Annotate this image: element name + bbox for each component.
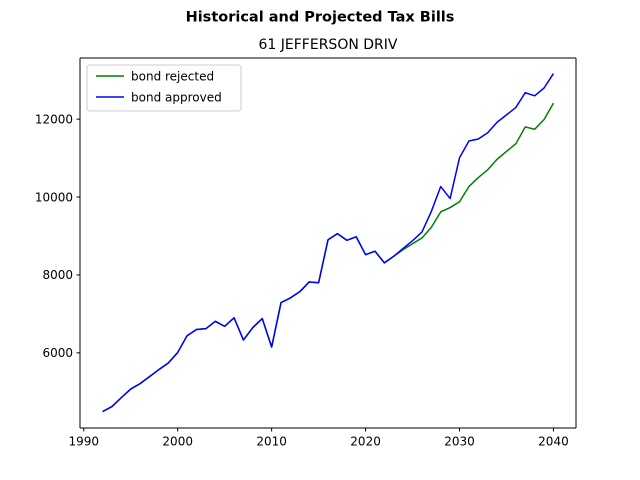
x-tick-label: 2040 [538, 435, 569, 449]
x-axis-ticks: 1990 2000 2010 2020 2030 2040 [68, 428, 569, 449]
legend-label-bond-approved: bond approved [131, 91, 222, 105]
x-tick-label: 2010 [256, 435, 287, 449]
y-tick-label: 10000 [35, 190, 73, 204]
x-tick-label: 2020 [350, 435, 381, 449]
series-layer [102, 73, 555, 413]
legend-label-bond-rejected: bond rejected [131, 70, 214, 84]
x-tick-label: 2000 [162, 435, 193, 449]
series-line-bond-approved [102, 73, 555, 413]
legend: bond rejected bond approved [86, 64, 242, 112]
x-tick-label: 1990 [68, 435, 99, 449]
y-axis-ticks: 6000 8000 10000 12000 [35, 112, 80, 360]
y-tick-label: 6000 [42, 346, 73, 360]
y-tick-label: 12000 [35, 112, 73, 126]
chart-title: 61 JEFFERSON DRIV [259, 37, 398, 53]
axes-spines [79, 57, 577, 429]
legend-box [86, 64, 242, 112]
x-tick-label: 2030 [444, 435, 475, 449]
y-tick-label: 8000 [42, 268, 73, 282]
figure-suptitle: Historical and Projected Tax Bills [186, 10, 455, 26]
